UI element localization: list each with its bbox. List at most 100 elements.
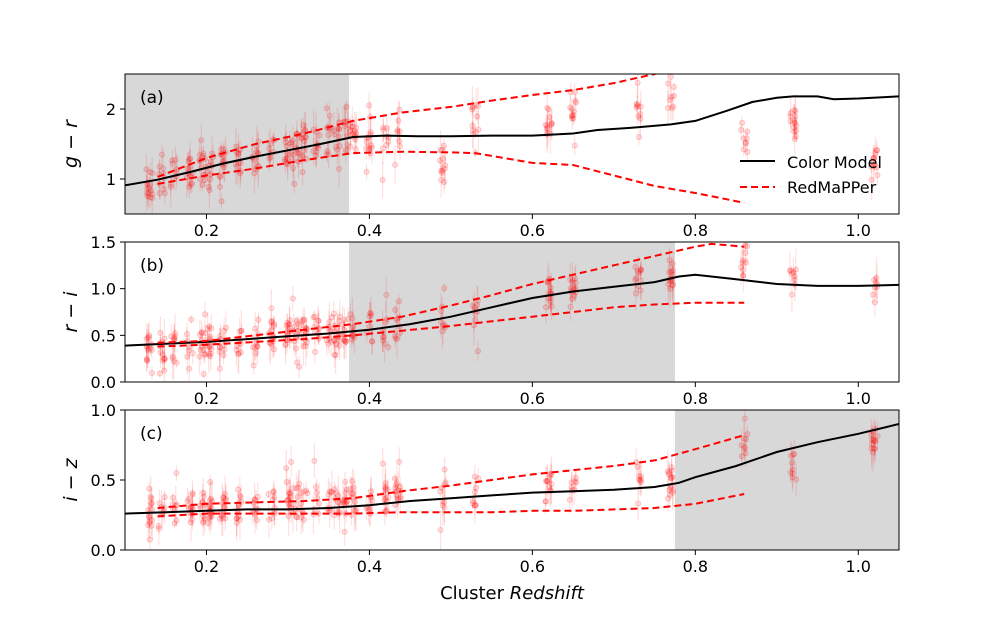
panel-c-scatter-point	[868, 441, 875, 448]
panel-a-scatter-point	[739, 119, 746, 126]
panel-b-scatter-point	[206, 323, 213, 330]
panel-a-scatter-point	[870, 155, 877, 162]
panel-a-scatter-point	[342, 147, 349, 154]
panel-a-scatter-point	[438, 167, 445, 174]
panel-a-scatter-point	[335, 133, 342, 140]
panel-c-scatter-point	[218, 511, 225, 518]
panel-a-scatter-point	[169, 160, 176, 167]
panel-b-redmapper-lower-line	[157, 301, 745, 348]
panel-c-scatter-point	[148, 500, 155, 507]
panel-a-scatter-point	[436, 157, 443, 164]
panel-c-scatter-point	[472, 502, 479, 509]
panel-a-scatter-point	[300, 122, 307, 129]
panel-c-scatter-point	[872, 438, 879, 445]
panel-b-scatter-column	[265, 289, 278, 365]
panel-a-scatter-point	[742, 140, 749, 147]
panel-b-scatter-point	[739, 257, 746, 264]
panel-c-scatter-point	[170, 494, 177, 501]
panel-b-scatter-point	[332, 351, 339, 358]
panel-c-scatter-point	[668, 474, 675, 481]
panel-c-scatter-point	[441, 499, 448, 506]
panel-a-scatter-point	[299, 153, 306, 160]
panel-a-scatter-point	[665, 80, 672, 87]
legend: Color Model RedMaPPer	[740, 153, 882, 197]
panel-a-scatter-point	[872, 149, 879, 156]
panel-a-scatter-point	[637, 103, 644, 110]
panel-a-scatter-point	[282, 139, 289, 146]
panel-b-scatter-point	[871, 299, 878, 306]
panel-b-label: (b)	[140, 256, 164, 276]
panel-c-scatter-point	[286, 489, 293, 496]
panel-a-scatter-point	[351, 128, 358, 135]
panel-a-y-axis-label: g − r	[60, 119, 82, 168]
panel-c-scatter-point	[385, 494, 392, 501]
panel-b-scatter-point	[666, 269, 673, 276]
panel-b-scatter-point	[236, 328, 243, 335]
panel-b-scatter-point	[790, 269, 797, 276]
panel-a-scatter-point	[334, 146, 341, 153]
panel-c-scatter-point	[219, 514, 226, 521]
panel-c-scatter-column	[437, 457, 449, 550]
panel-a-scatter-point	[363, 145, 370, 152]
panel-a-scatter-point	[469, 122, 476, 129]
panel-a-scatter-point	[569, 112, 576, 119]
panel-b-scatter-point	[342, 338, 349, 345]
panel-c-scatter-point	[270, 488, 277, 495]
panel-c-scatter-point	[156, 525, 163, 532]
panel-b-scatter-column	[869, 256, 881, 317]
panel-c-scatter-point	[340, 498, 347, 505]
panel-c-scatter-point	[220, 494, 227, 501]
panel-b-scatter-point	[295, 320, 302, 327]
panel-c-scatter-point	[205, 519, 212, 526]
panel-a-scatter-point	[570, 115, 577, 122]
panel-c-scatter-point	[222, 497, 229, 504]
panel-b-scatter-point	[569, 295, 576, 302]
panel-a-scatter-column	[249, 125, 262, 194]
panel-b-scatter-point	[670, 267, 677, 274]
panel-a-scatter-point	[567, 104, 574, 111]
panel-a-scatter-point	[352, 146, 359, 153]
panel-b-scatter-point	[328, 314, 335, 321]
panel-b-scatter-point	[367, 310, 374, 317]
panel-b-scatter-point	[869, 291, 876, 298]
panel-c-scatter-point	[312, 484, 319, 491]
panel-c-scatter-point	[789, 470, 796, 477]
panel-b-scatter-point	[282, 341, 289, 348]
panel-b-scatter-point	[873, 274, 880, 281]
panel-b-scatter-point	[204, 325, 211, 332]
panel-b-scatter-point	[216, 365, 223, 372]
panel-c-scatter-point	[393, 491, 400, 498]
panel-b-scatter-column	[298, 308, 310, 367]
panel-a-scatter-point	[323, 105, 330, 112]
panel-b-scatter-point	[638, 266, 645, 273]
panel-b-scatter-point	[743, 229, 748, 234]
panel-a-ticks: 0.2 0.4 0.6 0.8 1.0 1 2	[106, 100, 871, 240]
panel-a-scatter-point	[742, 139, 749, 146]
panel-a-scatter-point	[790, 124, 797, 131]
panel-a-scatter-point	[383, 141, 390, 148]
panel-a-scatter-point	[158, 151, 165, 158]
panel-b-scatter-point	[145, 334, 152, 341]
panel-b-scatter-point	[349, 315, 356, 322]
panel-a-scatter-point	[870, 162, 877, 169]
panel-b-scatter-point	[293, 318, 300, 325]
legend-redmapper-label: RedMaPPer	[787, 178, 877, 197]
panel-c-scatter-point	[208, 495, 215, 502]
panel-b-scatter-point	[367, 309, 374, 316]
panel-c-scatter-point	[287, 494, 294, 501]
panel-c-scatter-point	[871, 445, 878, 452]
panel-c-scatter-point	[638, 473, 645, 480]
panel-b-scatter-point	[216, 343, 223, 350]
panel-b-scatter-point	[567, 276, 574, 283]
panel-a-scatter-column	[633, 74, 644, 146]
panel-a-scatter-point	[871, 154, 878, 161]
panel-b-scatter-point	[336, 342, 343, 349]
panel-c-scatter-point	[351, 498, 358, 505]
panel-a-scatter-point	[235, 150, 242, 157]
panel-c-scatter-point	[236, 492, 243, 499]
panel-a-scatter-point	[791, 116, 798, 123]
panel-b-scatter-point	[183, 331, 190, 338]
panel-a-scatter-column	[331, 107, 343, 188]
panel-c-scatter-point	[379, 460, 386, 467]
panel-b-scatter-point	[220, 352, 227, 359]
